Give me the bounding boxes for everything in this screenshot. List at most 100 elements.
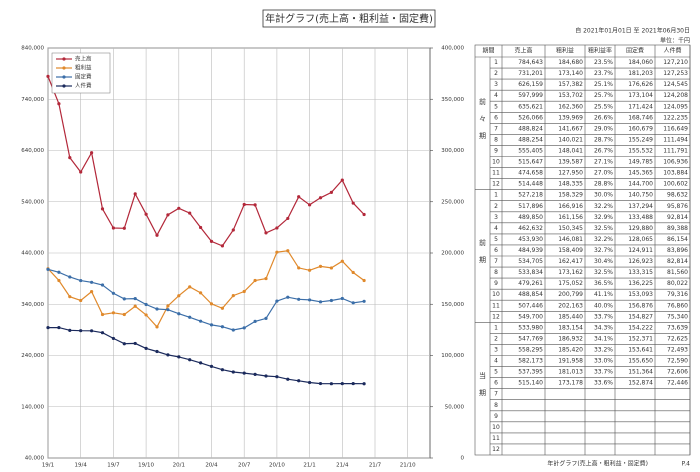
marker: [242, 202, 246, 207]
table-cell: 23.5%: [594, 59, 613, 66]
table-cell: 537,395: [518, 369, 543, 376]
marker: [264, 374, 268, 378]
marker: [231, 228, 235, 232]
table-cell: 200,799: [558, 291, 583, 298]
y2-tick-label: 300,000: [441, 148, 464, 154]
marker: [340, 259, 344, 263]
marker: [122, 312, 126, 317]
table-cell: 124,095: [663, 103, 688, 110]
legend-marker: [62, 84, 66, 88]
table-cell: 146,081: [558, 236, 583, 243]
marker: [100, 331, 105, 335]
table-cell: 27.1%: [594, 159, 613, 166]
table-cell: 106,936: [663, 159, 688, 166]
marker: [209, 323, 214, 327]
month-cell: 10: [492, 291, 500, 298]
month-cell: 1: [494, 59, 498, 66]
table-cell: 168,746: [628, 114, 653, 121]
marker: [155, 325, 159, 329]
series-line: [47, 76, 365, 247]
y-tick-label: 140,000: [21, 404, 44, 410]
x-tick-label: 21/1: [303, 463, 315, 469]
month-cell: 5: [494, 236, 498, 243]
table-cell: 124,208: [663, 92, 688, 99]
period-label: 当期: [479, 371, 487, 406]
table-cell: 76,860: [667, 302, 688, 309]
y-tick-label: 540,000: [21, 199, 44, 205]
marker: [209, 302, 214, 306]
marker: [57, 102, 61, 106]
table-cell: 148,335: [558, 181, 583, 188]
marker: [253, 278, 257, 283]
marker: [318, 196, 323, 200]
marker: [297, 379, 301, 383]
marker: [90, 280, 94, 284]
month-cell: 2: [494, 70, 498, 77]
table-cell: 82,814: [667, 258, 688, 265]
x-tick-label: 19/10: [138, 463, 154, 469]
table-cell: 126,923: [628, 258, 653, 265]
table-cell: 86,154: [667, 236, 688, 243]
marker: [318, 381, 323, 386]
month-cell: 2: [494, 203, 498, 210]
table-cell: 26.6%: [594, 114, 613, 121]
marker: [340, 178, 344, 182]
month-cell: 11: [492, 302, 500, 309]
table-cell: 133,315: [628, 269, 653, 276]
marker: [188, 315, 192, 319]
table-cell: 152,874: [628, 380, 653, 387]
table-cell: 28.8%: [594, 181, 613, 188]
y2-tick-label: 400,000: [441, 46, 464, 52]
table-cell: 155,650: [628, 358, 653, 365]
marker: [286, 377, 290, 381]
marker: [286, 295, 290, 299]
marker: [297, 195, 301, 199]
table-cell: 184,680: [558, 59, 583, 66]
table-cell: 32.2%: [594, 236, 613, 243]
marker: [199, 225, 203, 230]
table-cell: 151,364: [628, 369, 653, 376]
y2-tick-label: 200,000: [441, 251, 464, 257]
month-cell: 11: [492, 435, 500, 442]
table-cell: 515,140: [518, 380, 543, 387]
table-cell: 157,382: [558, 81, 583, 88]
footer-text: 年計グラフ(売上高・粗利益・固定費): [547, 460, 648, 468]
series-line: [48, 327, 365, 385]
marker: [166, 304, 170, 308]
marker: [275, 250, 279, 254]
legend-label: 粗利益: [75, 64, 92, 72]
table-cell: 181,203: [628, 70, 653, 77]
table-cell: 111,791: [663, 147, 688, 154]
table-cell: 162,360: [558, 103, 583, 110]
month-cell: 2: [494, 335, 498, 342]
marker: [177, 294, 181, 298]
table-cell: 28.7%: [594, 136, 613, 143]
marker: [166, 353, 170, 357]
table-cell: 98,632: [667, 192, 688, 199]
y2-tick-label: 150,000: [441, 302, 464, 308]
table-cell: 162,417: [558, 258, 583, 265]
marker: [275, 375, 279, 379]
marker: [308, 380, 312, 385]
y2-tick-label: 100,000: [441, 353, 464, 359]
marker: [90, 289, 94, 294]
table-cell: 136,225: [628, 280, 653, 287]
marker: [133, 192, 137, 196]
table-cell: 72,590: [667, 358, 688, 365]
month-cell: 4: [494, 225, 498, 232]
month-cell: 8: [494, 402, 498, 409]
marker: [144, 346, 148, 350]
marker: [166, 213, 170, 217]
period: 自 2021年01月01日 至 2021年06月30日: [575, 27, 690, 35]
legend-marker: [62, 66, 66, 70]
marker: [275, 226, 279, 230]
marker: [297, 297, 301, 301]
table-cell: 111,494: [663, 136, 688, 143]
marker: [264, 316, 268, 320]
x-tick-label: 19/7: [107, 463, 120, 469]
table-cell: 137,294: [628, 203, 653, 210]
marker: [351, 201, 355, 205]
table-cell: 33.6%: [594, 380, 613, 387]
marker: [329, 298, 333, 303]
table-cell: 488,254: [518, 136, 543, 143]
